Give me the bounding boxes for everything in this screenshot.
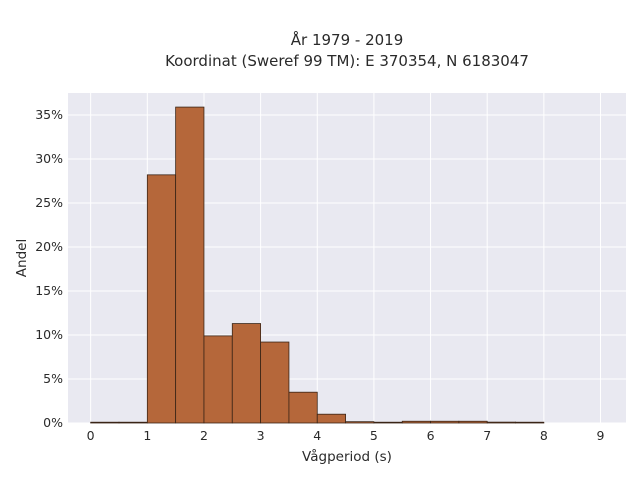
y-tick-label: 30% (35, 151, 63, 166)
y-tick-label: 5% (43, 371, 63, 386)
histogram-bar (146, 174, 177, 424)
histogram-bar (203, 335, 233, 424)
histogram-bar (430, 420, 460, 424)
x-tick-label: 4 (313, 428, 321, 443)
y-tick-label: 0% (43, 415, 63, 430)
histogram-bar (288, 391, 318, 424)
histogram-bar (316, 413, 346, 424)
histogram-bar (458, 420, 488, 424)
y-axis-label: Andel (14, 239, 30, 277)
histogram-bar (486, 421, 516, 424)
histogram-bar (231, 323, 262, 424)
x-tick-label: 5 (370, 428, 378, 443)
x-tick-label: 1 (143, 428, 151, 443)
x-tick-label: 9 (597, 428, 605, 443)
histogram-bar (90, 421, 120, 424)
y-tick-label: 10% (35, 327, 63, 342)
x-axis-ticks: 0 1 2 3 4 5 6 7 8 9 (87, 428, 605, 443)
bars (90, 106, 545, 424)
histogram-bar (118, 421, 148, 424)
x-tick-label: 0 (87, 428, 95, 443)
histogram-bar (345, 421, 375, 424)
histogram-bar (175, 106, 205, 424)
y-tick-label: 35% (35, 107, 63, 122)
x-tick-label: 6 (427, 428, 435, 443)
histogram-bar (260, 341, 290, 424)
y-tick-label: 20% (35, 239, 63, 254)
x-axis-label: Vågperiod (s) (302, 448, 392, 465)
y-tick-label: 25% (35, 195, 63, 210)
x-tick-label: 7 (483, 428, 491, 443)
x-tick-label: 3 (257, 428, 265, 443)
chart-title-line2: Koordinat (Sweref 99 TM): E 370354, N 61… (165, 52, 529, 70)
histogram-bar (373, 421, 403, 424)
x-tick-label: 2 (200, 428, 208, 443)
histogram-bar (515, 421, 545, 424)
chart-title-line1: År 1979 - 2019 (291, 30, 404, 49)
y-axis-ticks: 0% 5% 10% 15% 20% 25% 30% 35% (35, 107, 63, 430)
y-tick-label: 15% (35, 283, 63, 298)
histogram-bar (401, 420, 431, 424)
x-tick-label: 8 (540, 428, 548, 443)
